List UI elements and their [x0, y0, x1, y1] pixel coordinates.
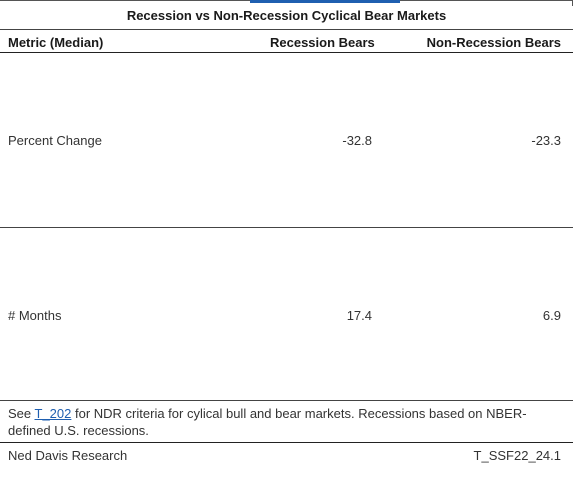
row-non-recession-value: 6.9 — [542, 308, 561, 323]
footnote-link[interactable]: T_202 — [34, 406, 72, 421]
footnote: See T_202 for NDR criteria for cylical b… — [8, 405, 568, 439]
column-header-non-recession: Non-Recession Bears — [426, 35, 561, 50]
top-accent-bar — [250, 0, 400, 3]
footnote-text: for NDR criteria for cylical bull and be… — [8, 406, 527, 438]
divider — [0, 29, 573, 30]
table-caption: Recession vs Non-Recession Cyclical Bear… — [126, 8, 447, 23]
divider — [0, 52, 573, 53]
divider — [0, 227, 573, 228]
row-recession-value: 17.4 — [346, 308, 372, 323]
row-metric: Percent Change — [8, 133, 102, 148]
table-code: T_SSF22_24.1 — [473, 448, 561, 463]
footnote-prefix: See — [8, 406, 35, 421]
source-label: Ned Davis Research — [8, 448, 128, 463]
row-recession-value: -32.8 — [342, 133, 372, 148]
column-header-recession: Recession Bears — [270, 35, 375, 50]
divider — [0, 442, 573, 443]
row-non-recession-value: -23.3 — [531, 133, 561, 148]
row-metric: # Months — [8, 308, 62, 323]
divider — [0, 400, 573, 401]
column-header-metric: Metric (Median) — [8, 35, 104, 50]
